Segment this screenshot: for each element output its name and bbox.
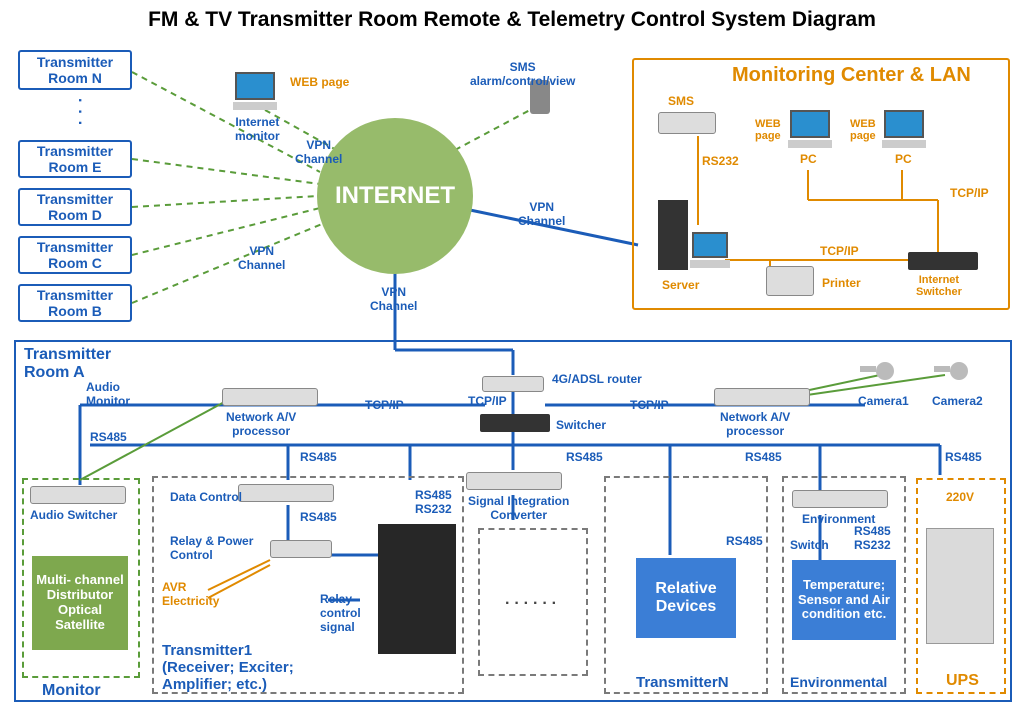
lan-server-label: Server: [662, 278, 699, 292]
rs485-2: RS485: [300, 450, 337, 464]
lan-rs232-label: RS232: [702, 154, 739, 168]
room-n: Transmitter Room N: [18, 50, 132, 90]
room-b: Transmitter Room B: [18, 284, 132, 322]
vpn-label-4: VPN Channel: [518, 200, 565, 228]
camera1-label: Camera1: [858, 394, 909, 408]
switcher-device: [480, 414, 550, 432]
rs485-4: RS485: [745, 450, 782, 464]
lan-pc1-base: [788, 140, 832, 148]
tx1-dev1: [238, 484, 334, 502]
vpn-label-3: VPN Channel: [370, 285, 417, 313]
lan-switcher-label: Internet Switcher: [916, 274, 962, 298]
lan-sms-label: SMS: [668, 94, 694, 108]
audio-switcher-device: [30, 486, 126, 504]
room-d: Transmitter Room D: [18, 188, 132, 226]
internet-monitor-label: Internet monitor: [235, 115, 280, 143]
rs485-1: RS485: [90, 430, 127, 444]
diagram-title: FM & TV Transmitter Room Remote & Teleme…: [0, 8, 1024, 32]
router-device: [482, 376, 544, 392]
rooms-ellipsis: ···: [70, 98, 88, 132]
avr-label: AVR Electricity: [162, 580, 219, 608]
rs485-rs232-tx1: RS485 RS232: [415, 488, 452, 516]
vpn-label-1: VPN Channel: [295, 138, 342, 166]
env-rs485-rs232: RS485 RS232: [854, 524, 891, 552]
rs485-3: RS485: [566, 450, 603, 464]
relay-power-label: Relay & Power Control: [170, 534, 253, 562]
lan-web2: WEB page: [850, 118, 876, 142]
camera2-label: Camera2: [932, 394, 983, 408]
switcher-label: Switcher: [556, 418, 606, 432]
transmitter1-rack: [378, 524, 456, 654]
lan-tcpip-2: TCP/IP: [820, 244, 859, 258]
ellipsis-box: ······: [505, 595, 561, 613]
nav-left: [222, 388, 318, 406]
ups-device: [926, 528, 994, 644]
lan-switcher: [908, 252, 978, 270]
audio-monitor-label: Audio Monitor: [86, 380, 130, 408]
camera1-icon: [876, 362, 894, 380]
env-device: [792, 490, 888, 508]
web-page-label: WEB page: [290, 75, 349, 89]
rs485-5: RS485: [945, 450, 982, 464]
camera2-icon: [950, 362, 968, 380]
lan-pc1-screen: [790, 110, 830, 138]
lan-web1: WEB page: [755, 118, 781, 142]
sms-modem: [658, 112, 716, 134]
ups-220v: 220V: [946, 490, 974, 504]
relative-devices-box: Relative Devices: [636, 558, 736, 638]
lan-pc1-label: PC: [800, 152, 817, 166]
lan-title: Monitoring Center & LAN: [732, 64, 971, 87]
ups-label: UPS: [946, 672, 979, 690]
rs485-txN: RS485: [726, 534, 763, 548]
transmitterN-label: TransmitterN: [636, 674, 729, 691]
data-control-label: Data Control: [170, 490, 242, 504]
lan-printer: [766, 266, 814, 296]
lan-server-screen: [692, 232, 728, 258]
internet-label: INTERNET: [335, 182, 455, 210]
lan-printer-label: Printer: [822, 276, 861, 290]
tcpip-right: TCP/IP: [630, 398, 669, 412]
transmitter1-label: Transmitter1 (Receiver; Exciter; Amplifi…: [162, 642, 294, 693]
lan-tcpip-1: TCP/IP: [950, 186, 989, 200]
env-sensor-box: Temperature; Sensor and Air condition et…: [792, 560, 896, 640]
vpn-label-2: VPN Channel: [238, 244, 285, 272]
room-a-title: Transmitter Room A: [24, 346, 111, 382]
sic-label: Signal Integration Converter: [468, 494, 569, 522]
camera1-body: [860, 366, 876, 372]
env-group-label: Environmental: [790, 674, 887, 690]
distributor-box: Multi- channel Distributor Optical Satel…: [32, 556, 128, 650]
camera2-body: [934, 366, 950, 372]
sms-label: SMS alarm/control/view: [470, 60, 575, 88]
lan-pc2-base: [882, 140, 926, 148]
relay-signal-label: Relay control signal: [320, 592, 361, 634]
lan-server-tower: [658, 200, 688, 270]
lan-pc2-screen: [884, 110, 924, 138]
audio-switcher-label: Audio Switcher: [30, 508, 117, 522]
nav-right: [714, 388, 810, 406]
rs485-tx1a: RS485: [300, 510, 337, 524]
router-label: 4G/ADSL router: [552, 372, 642, 386]
monitor-group-label: Monitor: [42, 682, 101, 700]
room-e: Transmitter Room E: [18, 140, 132, 178]
tx1-dev2: [270, 540, 332, 558]
env-switch-label: Switch: [790, 538, 829, 552]
lan-pc2-label: PC: [895, 152, 912, 166]
tcpip-left: TCP/IP: [365, 398, 404, 412]
sic-device: [466, 472, 562, 490]
nav-right-label: Network A/V processor: [720, 410, 790, 438]
internet-monitor-base: [233, 102, 277, 110]
room-c: Transmitter Room C: [18, 236, 132, 274]
lan-server-base: [690, 260, 730, 268]
nav-left-label: Network A/V processor: [226, 410, 296, 438]
tcpip-mid: TCP/IP: [468, 394, 507, 408]
internet-monitor-screen: [235, 72, 275, 100]
